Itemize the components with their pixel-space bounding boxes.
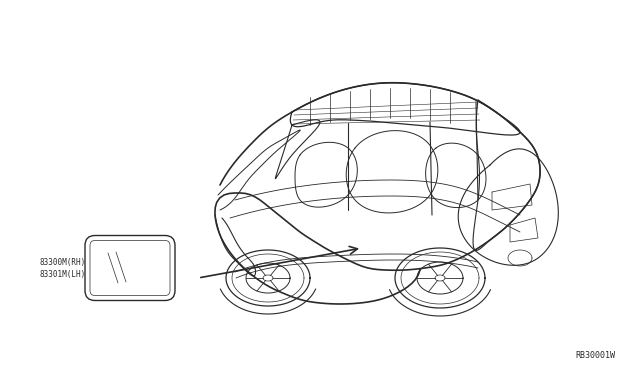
Text: 83300M(RH): 83300M(RH): [40, 259, 86, 267]
Text: RB30001W: RB30001W: [575, 351, 615, 360]
Text: 83301M(LH): 83301M(LH): [40, 269, 86, 279]
